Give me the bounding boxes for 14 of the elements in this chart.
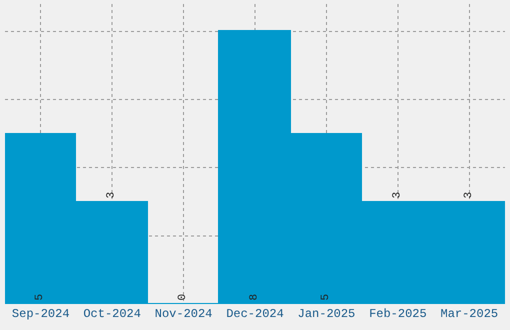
x-tick-label: Feb-2025 xyxy=(369,307,427,321)
data-label: 5 xyxy=(320,294,332,300)
data-label: 3 xyxy=(106,192,118,198)
data-label: 3 xyxy=(392,192,404,198)
data-label: 0 xyxy=(177,294,189,300)
x-tick-label: Nov-2024 xyxy=(154,307,212,321)
x-tick-label: Jan-2025 xyxy=(298,307,356,321)
data-label: 5 xyxy=(34,294,46,300)
x-tick-label: Oct-2024 xyxy=(83,307,141,321)
data-label: 8 xyxy=(248,294,260,300)
x-tick-label: Dec-2024 xyxy=(226,307,284,321)
x-tick-label: Sep-2024 xyxy=(12,307,70,321)
x-tick-label: Mar-2025 xyxy=(440,307,498,321)
data-label: 3 xyxy=(463,192,475,198)
